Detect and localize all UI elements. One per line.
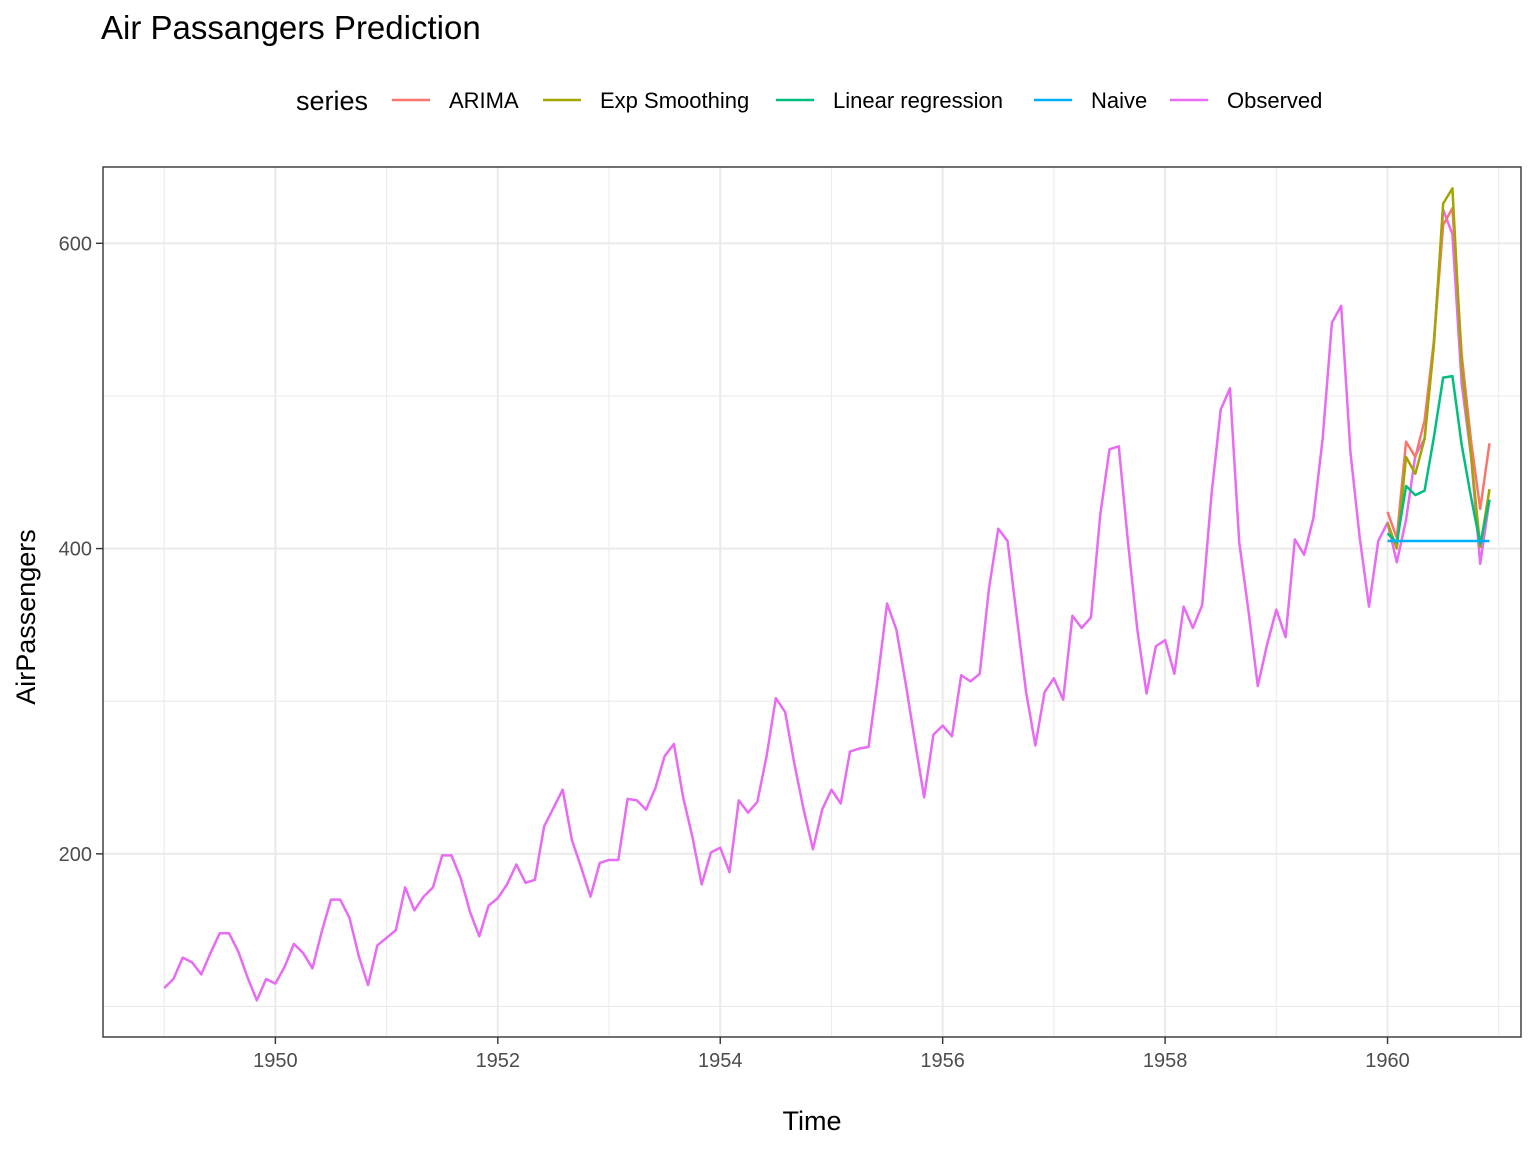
y-tick-label: 400 (59, 539, 92, 561)
series-line-observed (163, 208, 1491, 1002)
legend-title: series (296, 86, 368, 116)
chart-title: Air Passangers Prediction (101, 9, 481, 46)
plot-border (102, 166, 1522, 1038)
legend-label-exp-smoothing: Exp Smoothing (600, 88, 749, 113)
x-tick-label: 1952 (476, 1050, 521, 1072)
plot-background (103, 167, 1521, 1037)
legend-label-linear-regression: Linear regression (833, 88, 1003, 113)
x-axis-title: Time (783, 1106, 842, 1136)
x-axis: 1950 1952 1954 1956 1958 1960 (253, 1037, 1410, 1072)
x-tick-label: 1956 (920, 1050, 965, 1072)
legend-label-arima: ARIMA (449, 88, 519, 113)
y-axis: 200 400 600 (59, 233, 103, 866)
grid (103, 167, 1521, 1037)
y-tick-label: 200 (59, 844, 92, 866)
x-tick-label: 1954 (698, 1050, 743, 1072)
x-tick-label: 1950 (253, 1050, 298, 1072)
y-axis-title: AirPassengers (11, 529, 41, 705)
legend: series ARIMA Exp Smoothing Linear regressi… (296, 86, 1322, 116)
legend-label-observed: Observed (1227, 88, 1322, 113)
x-tick-label: 1960 (1365, 1050, 1410, 1072)
series-line-exp-smoothing (1386, 187, 1491, 550)
y-tick-label: 600 (59, 233, 92, 255)
plot-panel (102, 166, 1522, 1038)
x-tick-label: 1958 (1143, 1050, 1188, 1072)
series-layer (163, 187, 1491, 1002)
series-line-linear-regression (1386, 374, 1491, 546)
legend-label-naive: Naive (1091, 88, 1147, 113)
